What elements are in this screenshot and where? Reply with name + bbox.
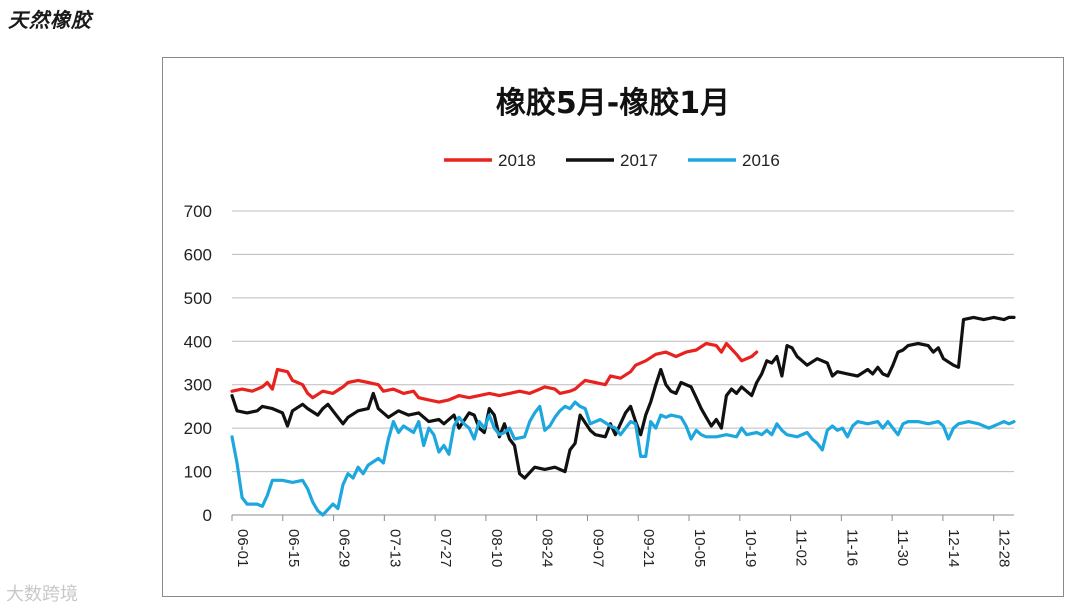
page-title: 天然橡胶 bbox=[8, 8, 92, 32]
y-tick-label: 200 bbox=[184, 419, 212, 438]
series-line-2016 bbox=[230, 400, 1016, 517]
y-tick-label: 700 bbox=[184, 202, 212, 221]
y-tick-label: 300 bbox=[184, 376, 212, 395]
y-tick-label: 0 bbox=[203, 506, 212, 525]
axes: 0 100 200 300 400 500 600 700 06-01 06-15 06-29 07-… bbox=[184, 202, 1014, 567]
x-tick-label: 11-30 bbox=[894, 529, 911, 566]
y-tick-label: 500 bbox=[184, 289, 212, 308]
legend: 2018 2017 2016 bbox=[444, 151, 780, 170]
x-tick-label: 07-27 bbox=[437, 529, 454, 567]
x-tick-label: 11-16 bbox=[843, 529, 860, 566]
x-tick-label: 09-21 bbox=[640, 529, 657, 567]
series-lines bbox=[230, 315, 1016, 517]
series-line-2018 bbox=[230, 341, 759, 404]
y-tick-label: 100 bbox=[184, 463, 212, 482]
x-tick-label: 08-10 bbox=[488, 529, 505, 567]
y-tick-label: 600 bbox=[184, 245, 212, 264]
x-tick-label: 06-29 bbox=[336, 529, 353, 567]
legend-label-2017: 2017 bbox=[620, 151, 658, 170]
x-tick-label: 10-19 bbox=[742, 529, 759, 567]
x-tick-label: 10-05 bbox=[691, 529, 708, 567]
x-tick-label: 07-13 bbox=[386, 529, 403, 567]
x-tick-label: 12-14 bbox=[945, 529, 962, 567]
x-tick-label: 06-15 bbox=[285, 529, 302, 567]
x-tick-label: 08-24 bbox=[539, 529, 556, 567]
x-tick-label: 12-28 bbox=[996, 529, 1013, 567]
x-tick-label: 09-07 bbox=[589, 529, 606, 567]
chart-title: 橡胶5月-橡胶1月 bbox=[495, 86, 731, 121]
x-tick-label: 06-01 bbox=[234, 529, 251, 567]
legend-label-2016: 2016 bbox=[742, 151, 780, 170]
legend-label-2018: 2018 bbox=[498, 151, 536, 170]
series-line-2017 bbox=[230, 315, 1016, 480]
y-tick-label: 400 bbox=[184, 332, 212, 351]
chart-frame bbox=[162, 57, 1064, 597]
x-tick-label: 11-02 bbox=[793, 529, 810, 566]
grid-lines bbox=[232, 210, 1014, 473]
watermark: 大数跨境 bbox=[6, 584, 78, 605]
